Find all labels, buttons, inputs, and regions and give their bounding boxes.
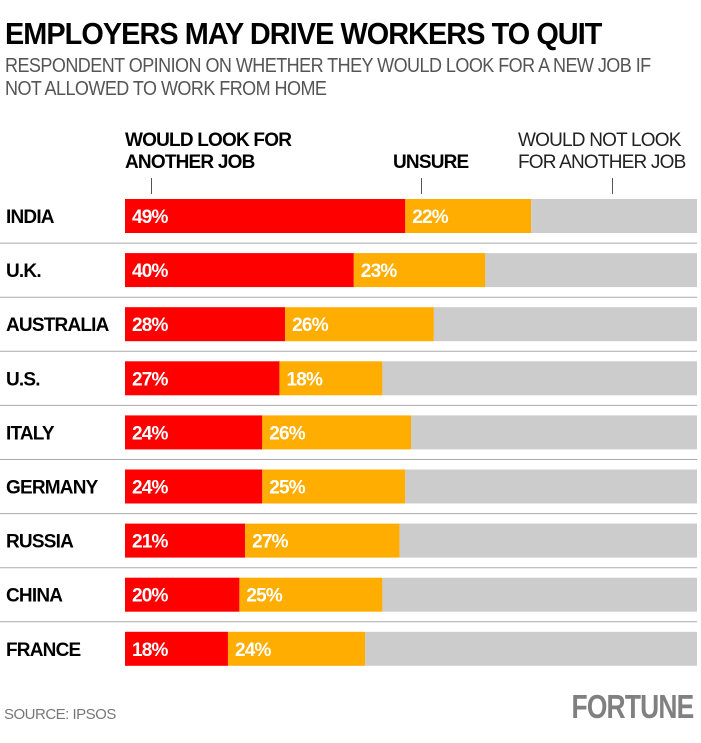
bar-segment [433,307,697,342]
category-label: ITALY [6,423,55,444]
bar-segment [405,199,532,233]
category-label: FRANCE [6,640,80,661]
data-label: 40% [132,261,169,282]
bar-segment [365,631,697,666]
legend-tick-would-not-look [612,178,613,194]
chart-title: EMPLOYERS MAY DRIVE WORKERS TO QUIT [5,16,602,51]
data-label: 25% [269,478,306,499]
bar-segment [262,415,411,450]
bar-segment [125,523,246,558]
bar-segment [125,577,240,612]
data-label: 24% [132,423,169,444]
bar-segment [125,361,280,396]
data-label: 24% [132,478,169,499]
legend-tick-unsure [421,178,422,194]
bar-segment [239,577,383,612]
bar-segment [245,523,400,558]
source-note: SOURCE: IPSOS [4,706,116,723]
data-label: 26% [269,423,306,444]
data-label: 49% [132,207,169,228]
bar-segment [279,361,383,396]
data-label: 18% [132,640,169,661]
category-label: INDIA [6,207,55,228]
bar-segment [382,361,697,396]
data-label: 21% [132,532,169,553]
data-label: 22% [412,207,449,228]
legend-tick-would-look [151,178,152,194]
legend-would-not-look: WOULD NOT LOOK FOR ANOTHER JOB [518,130,686,173]
bar-segment [382,577,697,612]
legend-would-look: WOULD LOOK FOR ANOTHER JOB [125,130,292,173]
bar-segment [285,307,434,342]
data-label: 24% [235,640,272,661]
data-label: 28% [132,315,169,336]
data-label: 26% [292,315,329,336]
fortune-logo: FORTUNE [571,688,694,725]
data-label: 18% [286,369,323,390]
chart-subtitle: RESPONDENT OPINION ON WHETHER THEY WOULD… [5,55,651,100]
bar-segment [399,523,697,558]
category-label: GERMANY [6,478,99,499]
category-label: RUSSIA [6,532,74,553]
legend-unsure: UNSURE [393,152,469,173]
bar-segment [227,631,366,666]
bar-segment [125,469,263,504]
data-label: 27% [132,369,169,390]
data-label: 27% [252,532,289,553]
bar-segment [405,469,697,504]
bar-segment [531,199,697,233]
category-label: U.S. [6,369,40,390]
data-label: 25% [246,586,283,607]
data-label: 23% [361,261,398,282]
bar-segment [125,631,228,666]
category-label: AUSTRALIA [6,315,110,336]
bar-segment [125,199,406,233]
bar-segment [125,415,263,450]
bar-segment [411,415,697,450]
bar-segment [485,253,697,288]
category-label: U.K. [6,261,41,282]
bar-segment [262,469,406,504]
bar-segment [125,307,286,342]
category-label: CHINA [6,586,63,607]
bar-segment [125,253,354,288]
data-label: 20% [132,586,169,607]
bar-segment [353,253,486,288]
